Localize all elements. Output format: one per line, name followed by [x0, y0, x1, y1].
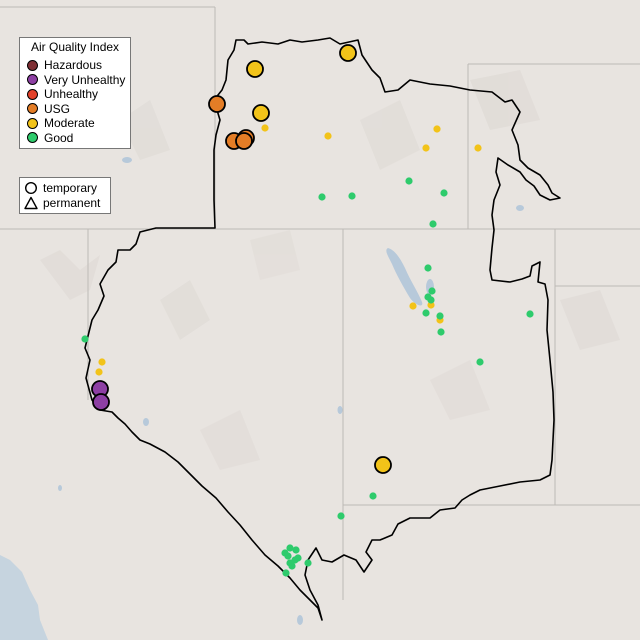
monitor-permanent-good[interactable] — [282, 569, 290, 577]
monitor-permanent-good[interactable] — [318, 193, 326, 201]
good-swatch — [27, 132, 38, 144]
legend-title: Air Quality Index — [31, 40, 120, 54]
monitor-permanent-moderate[interactable] — [474, 144, 482, 152]
monitor-temporary-very-unhealthy[interactable] — [92, 393, 110, 411]
legend-item-usg: USG — [27, 102, 130, 117]
legend-item-hazardous: Hazardous — [27, 58, 130, 73]
legend-label: Moderate — [44, 116, 95, 131]
monitor-permanent-moderate[interactable] — [324, 132, 332, 140]
legend-label: USG — [44, 101, 71, 116]
lake — [516, 205, 524, 211]
legend-label: Unhealthy — [44, 87, 99, 102]
legend-label: Hazardous — [44, 58, 103, 73]
lake — [337, 406, 343, 414]
monitor-permanent-good[interactable] — [348, 192, 356, 200]
lake — [297, 615, 303, 625]
ocean — [0, 555, 48, 640]
lakes — [58, 157, 524, 625]
lake — [58, 485, 62, 491]
legend-item-unhealthy: Unhealthy — [27, 87, 130, 102]
moderate-swatch — [27, 117, 38, 129]
monitor-permanent-good[interactable] — [436, 312, 444, 320]
monitor-permanent-good[interactable] — [288, 562, 296, 570]
monitor-permanent-good[interactable] — [526, 310, 534, 318]
aqi-legend: Air Quality Index Hazardous Very Unhealt… — [19, 37, 131, 149]
legend-label: Very Unhealthy — [44, 72, 126, 87]
monitor-temporary-moderate[interactable] — [246, 60, 264, 78]
monitor-permanent-moderate[interactable] — [98, 358, 106, 366]
monitor-permanent-good[interactable] — [427, 296, 435, 304]
legend-item-very-unhealthy: Very Unhealthy — [27, 73, 130, 88]
very-unhealthy-swatch — [27, 74, 38, 86]
legend-item-good: Good — [27, 131, 130, 146]
monitor-permanent-good[interactable] — [281, 549, 289, 557]
monitor-permanent-good[interactable] — [304, 559, 312, 567]
monitor-temporary-moderate[interactable] — [339, 44, 357, 62]
usg-swatch — [27, 103, 38, 115]
monitor-temporary-moderate[interactable] — [252, 104, 270, 122]
monitor-permanent-good[interactable] — [337, 512, 345, 520]
legend-label: Good — [44, 130, 74, 145]
legend-item-permanent: permanent — [24, 196, 110, 211]
legend-label: temporary — [43, 181, 98, 196]
region-outline — [84, 37, 561, 621]
monitor-permanent-good[interactable] — [476, 358, 484, 366]
circle-icon — [24, 182, 38, 195]
lake — [122, 157, 132, 163]
monitor-permanent-good[interactable] — [294, 554, 302, 562]
legend-item-temporary: temporary — [24, 181, 110, 196]
monitor-permanent-good[interactable] — [429, 220, 437, 228]
monitor-type-legend: temporary permanent — [19, 177, 111, 214]
monitor-permanent-moderate[interactable] — [427, 301, 435, 309]
terrain-relief — [40, 70, 620, 470]
legend-label: permanent — [43, 195, 101, 210]
monitor-permanent-good[interactable] — [424, 264, 432, 272]
monitor-permanent-good[interactable] — [422, 309, 430, 317]
monitor-temporary-usg[interactable] — [208, 95, 226, 113]
monitor-permanent-good[interactable] — [437, 328, 445, 336]
monitor-permanent-good[interactable] — [286, 544, 294, 552]
monitor-temporary-moderate[interactable] — [374, 456, 392, 474]
unhealthy-swatch — [27, 88, 38, 100]
monitor-permanent-good[interactable] — [405, 177, 413, 185]
triangle-icon — [24, 196, 38, 209]
great-salt-lake — [386, 248, 423, 306]
monitor-permanent-good[interactable] — [440, 189, 448, 197]
monitor-permanent-moderate[interactable] — [433, 125, 441, 133]
monitor-permanent-moderate[interactable] — [422, 144, 430, 152]
monitor-permanent-moderate[interactable] — [261, 124, 269, 132]
monitor-permanent-good[interactable] — [292, 546, 300, 554]
monitor-permanent-good[interactable] — [428, 287, 436, 295]
hazardous-swatch — [27, 59, 38, 71]
monitor-permanent-moderate[interactable] — [409, 302, 417, 310]
lake — [143, 418, 149, 426]
monitor-permanent-good[interactable] — [81, 335, 89, 343]
legend-item-moderate: Moderate — [27, 116, 130, 131]
monitor-temporary-usg[interactable] — [235, 132, 253, 150]
monitor-permanent-moderate[interactable] — [95, 368, 103, 376]
monitor-markers — [81, 44, 534, 577]
monitor-permanent-good[interactable] — [369, 492, 377, 500]
